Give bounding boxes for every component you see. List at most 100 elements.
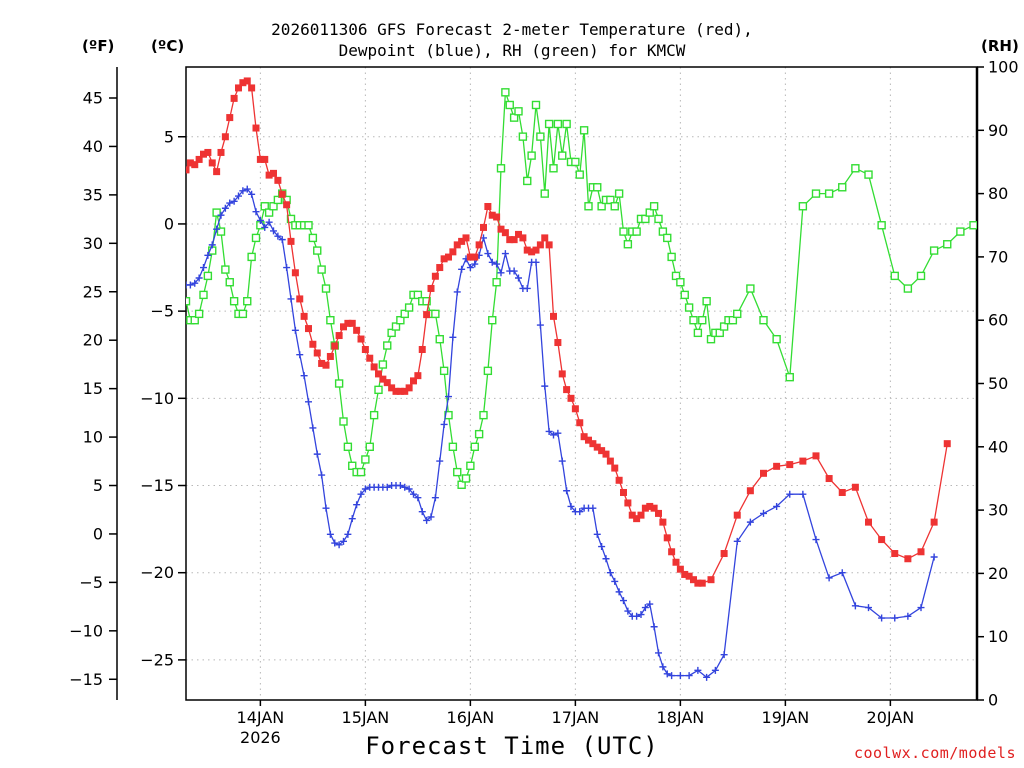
rh-point: [689, 316, 698, 325]
rh-point: [404, 303, 414, 312]
temperature-point: [366, 354, 374, 362]
dewpoint-point: [458, 265, 466, 273]
celsius-tick-label: −20: [140, 563, 174, 582]
temperature-point: [615, 476, 623, 484]
rh-point: [562, 119, 571, 129]
series-group: [186, 77, 990, 681]
rh-point: [706, 334, 716, 344]
rh-point: [470, 442, 479, 451]
rh-point: [400, 309, 409, 319]
dewpoint-point: [930, 553, 938, 561]
temperature-point: [335, 332, 343, 340]
rh-point: [479, 410, 488, 420]
dewpoint-point: [309, 424, 317, 432]
rh-point: [903, 284, 913, 293]
dewpoint-point: [401, 483, 409, 491]
temperature-point: [383, 379, 391, 387]
rh-point: [339, 417, 348, 426]
temperature-point: [309, 340, 317, 348]
temperature-point: [278, 190, 286, 198]
rh-point: [374, 385, 383, 395]
temperature-point: [838, 488, 846, 496]
dewpoint-point: [851, 602, 859, 610]
temperature-point: [624, 499, 632, 507]
dewpoint-point: [703, 673, 711, 681]
dewpoint-point: [786, 490, 794, 498]
dewpoint-point: [878, 614, 886, 622]
temperature-point: [361, 345, 369, 353]
dewpoint-point: [230, 197, 238, 205]
dewpoint-point: [650, 623, 658, 631]
temperature-point: [191, 161, 199, 169]
rh-unit-label: (RH): [981, 37, 1019, 55]
rh-point: [439, 366, 449, 376]
temperature-point: [348, 319, 356, 327]
temperature-point: [471, 253, 479, 261]
dewpoint-point: [243, 185, 251, 193]
dewpoint-point: [865, 604, 872, 612]
dewpoint-point: [515, 274, 522, 282]
temperature-point: [694, 579, 702, 587]
rh-point: [527, 151, 536, 160]
rh-tick-label: 80: [988, 184, 1008, 203]
dewpoint-point: [576, 508, 584, 516]
temperature-point: [528, 248, 536, 256]
rh-tick-label: 60: [988, 311, 1008, 330]
rh-point: [461, 474, 471, 483]
rh-point: [733, 309, 742, 319]
rh-point: [483, 366, 493, 376]
rh-point: [186, 297, 191, 306]
temperature-point: [405, 384, 413, 392]
dewpoint-point: [239, 187, 247, 195]
dewpoint-point: [221, 204, 229, 212]
temperature-point: [943, 440, 951, 448]
dewpoint-point: [353, 501, 361, 509]
rh-point: [645, 208, 654, 217]
dewpoint-point: [471, 260, 479, 268]
celsius-tick-label: 5: [164, 127, 174, 146]
year-label: 2026: [240, 728, 281, 747]
temperature-point: [431, 272, 439, 280]
temperature-point: [287, 237, 295, 245]
temperature-point: [598, 447, 606, 455]
dewpoint-point: [383, 483, 391, 491]
temperature-point: [305, 325, 312, 333]
rh-point: [671, 271, 681, 281]
temperature-point: [256, 155, 264, 163]
dewpoint-point: [685, 672, 693, 680]
dewpoint-point: [261, 223, 269, 231]
rh-point: [549, 164, 558, 173]
fahrenheit-tick-label: 25: [83, 282, 103, 301]
temperature-point: [825, 475, 833, 483]
temperature-point: [904, 555, 912, 563]
fahrenheit-tick-label: 35: [83, 185, 103, 204]
rh-tick-label: 100: [988, 58, 1019, 77]
chart-title-line1: 2026011306 GFS Forecast 2-meter Temperat…: [271, 20, 753, 39]
dewpoint-point: [563, 487, 571, 495]
temperature-point: [370, 363, 378, 371]
temperature-point: [659, 518, 667, 526]
temperature-point: [226, 114, 234, 122]
rh-point: [983, 228, 990, 235]
dewpoint-point: [449, 333, 457, 341]
dewpoint-point: [405, 485, 413, 493]
fahrenheit-tick-label: 10: [83, 428, 103, 447]
temperature-point: [545, 241, 553, 249]
fahrenheit-tick-label: 20: [83, 331, 103, 350]
dewpoint-point: [431, 494, 439, 502]
credit-text[interactable]: coolwx.com/models: [853, 744, 1016, 762]
temperature-point: [186, 166, 190, 174]
dewpoint-point: [335, 541, 343, 549]
dewpoint-point: [760, 509, 767, 517]
temperature-point: [396, 387, 404, 395]
temperature-point: [571, 405, 579, 413]
rh-point: [378, 360, 388, 369]
rh-point: [413, 290, 423, 300]
fahrenheit-tick-label: 15: [83, 379, 103, 398]
rh-point: [693, 328, 703, 338]
rh-point: [698, 316, 707, 325]
temperature-point: [917, 548, 925, 556]
dewpoint-point: [550, 431, 557, 439]
temperature-point: [401, 387, 409, 395]
fahrenheit-tick-label: 0: [93, 524, 103, 543]
